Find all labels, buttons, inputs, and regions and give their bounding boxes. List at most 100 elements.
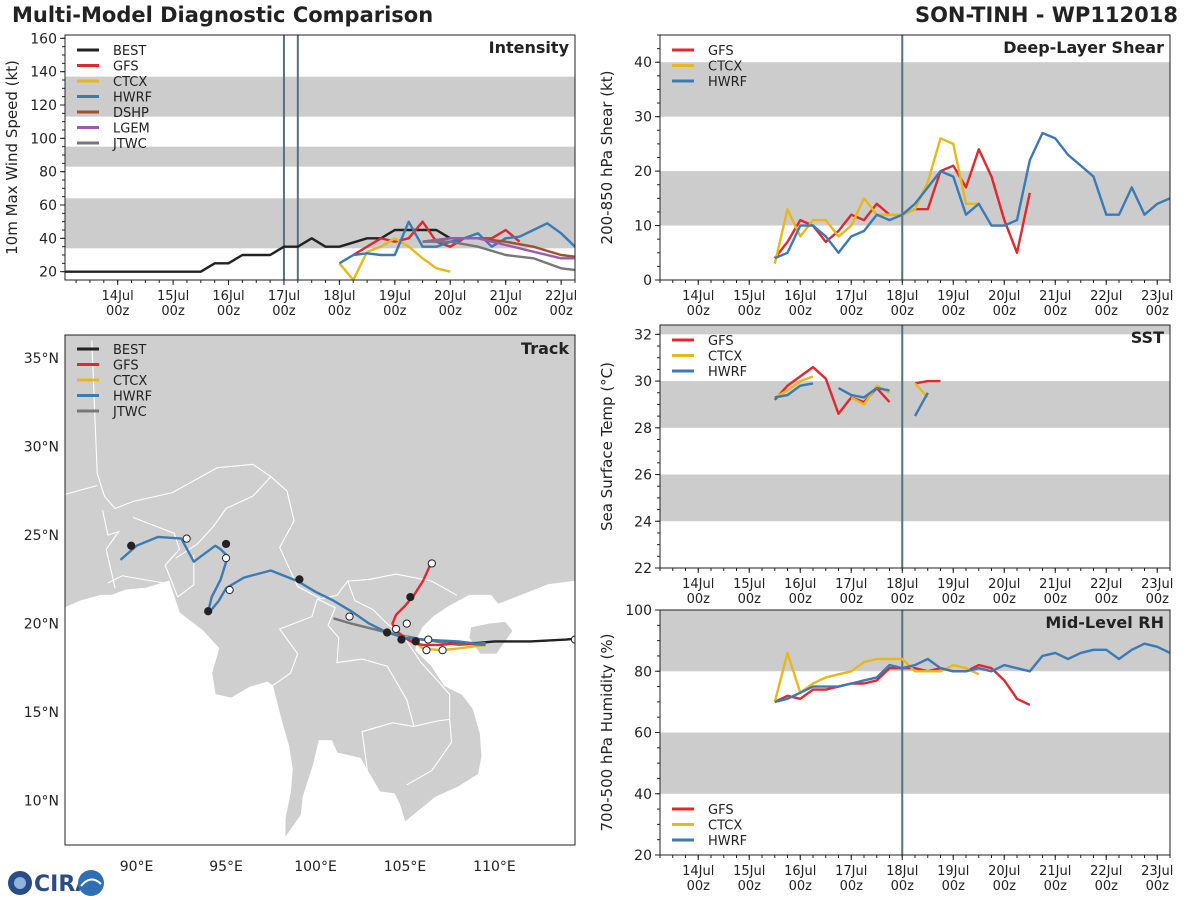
rh-xtick-hour: 00z (789, 879, 813, 894)
rh-xtick-hour: 00z (687, 879, 711, 894)
track-point (383, 628, 392, 637)
intensity-xtick-date: 19Jul (379, 289, 411, 304)
track-point (204, 607, 213, 616)
sst-xtick-hour: 00z (687, 592, 711, 607)
shear-ytick-label: 40 (634, 55, 652, 71)
sst-xtick-date: 19Jul (937, 577, 969, 592)
track-coastline-detail (107, 575, 164, 584)
rh-ytick-label: 100 (625, 603, 652, 619)
shear-xtick-hour: 00z (789, 304, 813, 319)
intensity-legend-label: CTCX (113, 75, 147, 90)
figure-title: Multi-Model Diagnostic Comparison (12, 3, 434, 27)
shear-xtick-date: 17Jul (835, 289, 867, 304)
track-border (317, 598, 415, 771)
shear-xtick-date: 18Jul (886, 289, 918, 304)
sst-ytick-label: 24 (634, 514, 652, 530)
track-point (422, 646, 431, 655)
rh-xtick-date: 18Jul (886, 864, 918, 879)
shear-legend-label: CTCX (708, 60, 742, 75)
sst-legend-label: GFS (708, 334, 734, 349)
rh-xtick-date: 19Jul (937, 864, 969, 879)
track-legend-label: BEST (113, 343, 146, 358)
sst-ytick-label: 28 (634, 421, 652, 437)
rh-xtick-hour: 00z (738, 879, 762, 894)
intensity-legend-label: LGEM (113, 122, 150, 137)
intensity-xtick-hour: 00z (161, 304, 185, 319)
track-lat-label: 30°N (24, 440, 59, 456)
sst-xtick-hour: 00z (1044, 592, 1068, 607)
intensity-ytick-label: 80 (39, 165, 57, 181)
intensity-title: Intensity (489, 38, 570, 57)
intensity-ytick-label: 20 (39, 265, 57, 281)
shear-legend-label: HWRF (708, 75, 747, 90)
sst-xtick-hour: 00z (1095, 592, 1119, 607)
intensity-legend-label: HWRF (113, 91, 152, 106)
sst-shaded-band (660, 325, 1170, 335)
sst-xtick-hour: 00z (738, 592, 762, 607)
intensity-series-ctcx (338, 237, 451, 280)
shear-xtick-hour: 00z (840, 304, 864, 319)
track-legend-label: GFS (113, 359, 139, 374)
intensity-xtick-date: 15Jul (157, 289, 189, 304)
rh-xtick-date: 20Jul (988, 864, 1020, 879)
sst-xtick-date: 16Jul (784, 577, 816, 592)
sst-title: SST (1131, 328, 1164, 347)
rh-panel: 2040608010014Jul00z15Jul00z16Jul00z17Jul… (598, 603, 1173, 894)
sst-xtick-date: 14Jul (682, 577, 714, 592)
intensity-ylabel: 10m Max Wind Speed (kt) (3, 60, 21, 255)
shear-panel: 01020304014Jul00z15Jul00z16Jul00z17Jul00… (598, 34, 1173, 319)
shear-shaded-band (660, 171, 1170, 226)
track-border (347, 580, 453, 786)
rh-xtick-hour: 00z (1146, 879, 1170, 894)
rh-xtick-date: 16Jul (784, 864, 816, 879)
shear-xtick-hour: 00z (942, 304, 966, 319)
cira-logo: CIRA (8, 870, 104, 897)
rh-xtick-hour: 00z (891, 879, 915, 894)
shear-ylabel: 200-850 hPa Shear (kt) (598, 71, 616, 245)
intensity-legend-label: BEST (113, 44, 146, 59)
shear-xtick-hour: 00z (687, 304, 711, 319)
shear-xtick-date: 16Jul (784, 289, 816, 304)
intensity-shaded-band (65, 146, 575, 167)
sst-ytick-label: 22 (634, 561, 652, 577)
sst-xtick-date: 22Jul (1090, 577, 1122, 592)
intensity-legend-label: DSHP (113, 106, 149, 121)
storm-name: SON-TINH - WP112018 (914, 3, 1178, 27)
track-frame (64, 334, 576, 846)
track-legend-label: JTWC (112, 405, 147, 420)
track-legend-label: CTCX (113, 374, 147, 389)
rh-ytick-label: 80 (634, 664, 652, 680)
sst-xtick-date: 21Jul (1039, 577, 1071, 592)
sst-xtick-date: 23Jul (1141, 577, 1173, 592)
shear-shaded-band (660, 62, 1170, 117)
track-border (65, 484, 98, 495)
shear-xtick-hour: 00z (891, 304, 915, 319)
intensity-xtick-hour: 00z (439, 304, 463, 319)
track-lat-label: 20°N (24, 617, 59, 633)
intensity-xtick-date: 18Jul (323, 289, 355, 304)
intensity-xtick-hour: 00z (328, 304, 352, 319)
intensity-series-lgem (422, 237, 575, 260)
intensity-ytick-label: 60 (39, 198, 57, 214)
sst-xtick-hour: 00z (840, 592, 864, 607)
shear-xtick-hour: 00z (738, 304, 762, 319)
track-lon-label: 110°E (473, 859, 516, 875)
sst-xtick-hour: 00z (891, 592, 915, 607)
intensity-xtick-hour: 00z (217, 304, 241, 319)
intensity-shaded-band (65, 76, 575, 117)
track-point (225, 585, 234, 595)
track-lat-label: 10°N (24, 794, 59, 810)
shear-ytick-label: 20 (634, 164, 652, 180)
intensity-ytick-label: 160 (30, 31, 57, 47)
shear-series-hwrf (774, 131, 1170, 260)
shear-xtick-date: 20Jul (988, 289, 1020, 304)
rh-ytick-label: 60 (634, 726, 652, 742)
intensity-xtick-date: 21Jul (490, 289, 522, 304)
track-lon-label: 90°E (120, 859, 154, 875)
intensity-xtick-date: 14Jul (102, 289, 134, 304)
shear-legend-label: GFS (708, 44, 734, 59)
rh-xtick-date: 15Jul (733, 864, 765, 879)
track-point (397, 635, 406, 644)
track-border (102, 510, 121, 589)
rh-plot-area (660, 610, 1170, 855)
